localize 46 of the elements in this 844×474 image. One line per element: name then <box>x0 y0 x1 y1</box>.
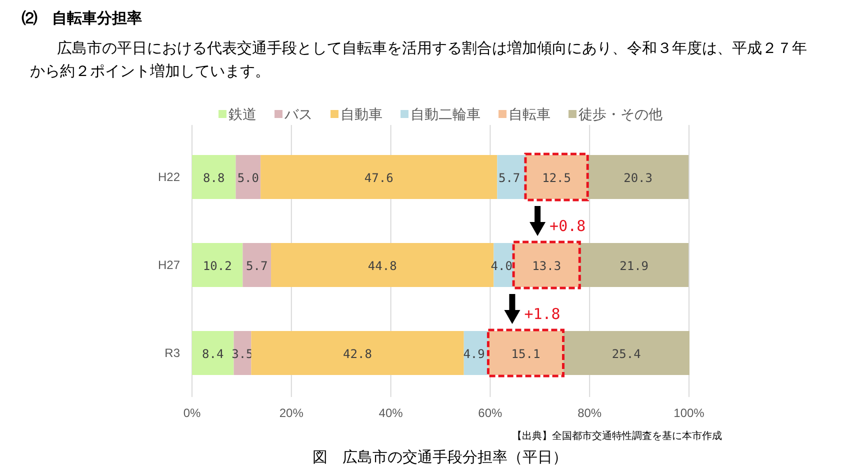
data-label: 5.0 <box>237 171 260 185</box>
y-tick-label: H22 <box>158 170 180 184</box>
bar <box>192 155 236 199</box>
bar <box>236 155 261 199</box>
data-label: 25.4 <box>612 347 641 361</box>
legend-label: バス <box>284 106 312 122</box>
legend-label: 自転車 <box>508 106 550 122</box>
data-label: 13.3 <box>532 259 562 273</box>
data-label: 44.8 <box>368 259 397 273</box>
data-label: 8.8 <box>203 171 225 185</box>
data-label: 21.9 <box>620 259 649 273</box>
text: 【出典】全国都市交通特性調査を基に本市作成 <box>512 430 722 442</box>
y-tick-label: H27 <box>158 258 180 272</box>
data-label: 12.5 <box>542 171 572 185</box>
x-tick-label: 40% <box>378 406 404 420</box>
x-tick-label: 60% <box>478 406 503 420</box>
bar <box>260 155 498 199</box>
data-label: 15.1 <box>511 347 540 361</box>
data-label: 10.2 <box>202 259 232 273</box>
annotation: +1.8 <box>524 305 560 323</box>
legend-label: 徒歩・その他 <box>578 106 662 122</box>
data-label: 8.4 <box>202 347 224 361</box>
bar <box>192 243 243 287</box>
legend-label: 自動二輪車 <box>410 106 480 122</box>
chart-subtitle: 広島市の平日における代表交通手段として自転車を活用する割合は増加傾向にあり、令和３年度は、平成２７年から約２ポイント増加しています。 <box>30 39 808 82</box>
bar <box>251 331 464 375</box>
data-label: 5.7 <box>498 171 520 185</box>
legend-label: 鉄道 <box>228 106 256 122</box>
data-label: 42.8 <box>343 347 372 361</box>
data-label: 47.6 <box>364 171 394 185</box>
data-label: 5.7 <box>246 259 268 273</box>
data-label: 20.3 <box>624 171 653 185</box>
x-tick-label: 80% <box>578 406 602 420</box>
data-label: 4.9 <box>463 347 485 361</box>
annotation: +0.8 <box>550 217 586 235</box>
y-tick-label: R3 <box>164 346 180 360</box>
x-tick-label: 0% <box>183 406 201 420</box>
x-tick-label: 100% <box>674 406 705 420</box>
text: 図 広島市の交通手段分担率（平日） <box>312 449 568 466</box>
x-tick-label: 20% <box>279 406 304 420</box>
chart-title: ⑵ 自転車分担率 <box>22 9 142 28</box>
bar <box>234 331 252 375</box>
bar <box>242 243 272 287</box>
data-label: 3.5 <box>232 347 254 361</box>
legend-label: 自動車 <box>340 106 382 122</box>
bar <box>192 331 234 375</box>
